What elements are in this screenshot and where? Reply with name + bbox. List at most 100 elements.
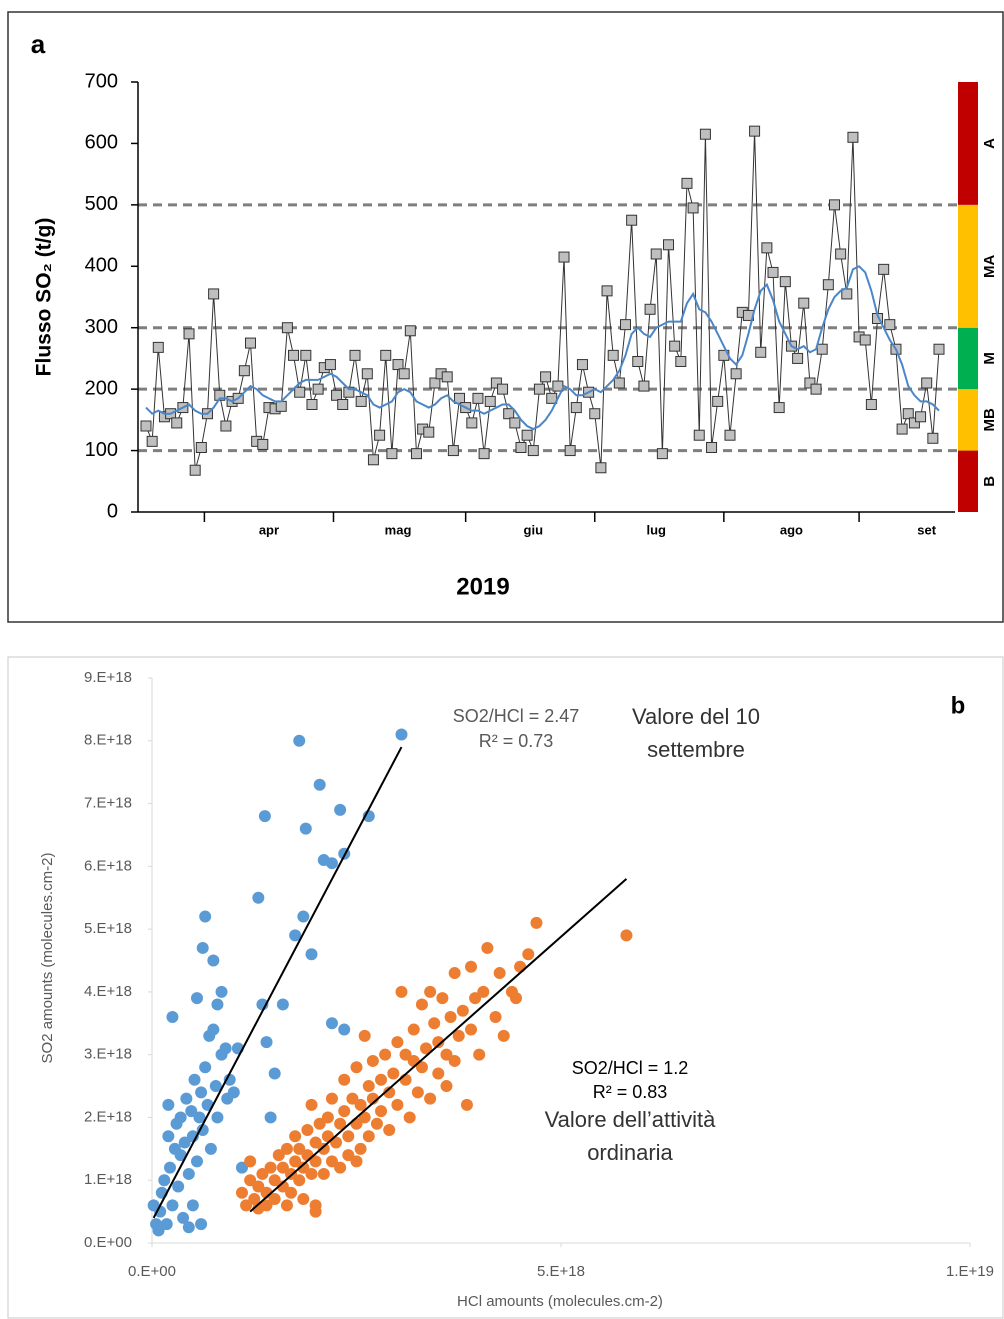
data-point	[521, 429, 533, 441]
y-tick-label: 600	[85, 132, 118, 154]
data-point	[207, 954, 220, 967]
x-tick-label: mag	[385, 522, 412, 537]
y-tick-label: 300	[85, 316, 118, 338]
data-point	[361, 368, 373, 380]
annotation: R² = 0.83	[593, 1082, 668, 1102]
trendline	[249, 878, 628, 1213]
data-point	[375, 1073, 388, 1086]
data-point	[730, 368, 742, 380]
data-point	[158, 1174, 171, 1187]
data-point	[321, 1111, 334, 1124]
data-point	[195, 1086, 208, 1099]
data-point	[626, 214, 638, 226]
data-point	[264, 1161, 277, 1174]
data-point	[395, 728, 408, 741]
data-point	[865, 399, 877, 410]
band-label: M	[981, 352, 998, 365]
data-point	[564, 445, 576, 457]
data-point	[387, 1067, 400, 1080]
data-point	[497, 1029, 510, 1042]
data-point	[152, 1224, 165, 1237]
data-point	[675, 356, 687, 367]
data-point	[338, 1105, 351, 1118]
data-point	[650, 248, 662, 260]
data-point	[447, 445, 459, 457]
data-point	[927, 432, 939, 444]
data-point	[632, 356, 644, 367]
data-point	[530, 916, 543, 929]
x-axis-title: HCl amounts (molecules.cm-2)	[457, 1293, 663, 1310]
data-point	[398, 368, 410, 380]
data-point	[189, 464, 201, 476]
data-point	[436, 992, 449, 1005]
data-point	[424, 1092, 437, 1105]
panel-label: b	[951, 692, 966, 719]
data-point	[465, 960, 478, 973]
data-point	[350, 1155, 363, 1168]
data-point	[280, 1142, 293, 1155]
data-point	[334, 803, 347, 816]
data-point	[209, 1080, 222, 1093]
data-point	[196, 1124, 209, 1136]
data-point	[177, 1211, 190, 1224]
data-point	[355, 395, 367, 407]
data-point	[334, 1161, 347, 1174]
data-point	[350, 1061, 363, 1074]
data-point	[245, 337, 257, 349]
data-point	[379, 1048, 392, 1061]
data-point	[301, 1124, 314, 1136]
data-point	[454, 392, 466, 404]
data-point	[325, 1092, 338, 1105]
data-point	[420, 1042, 433, 1055]
data-point	[558, 251, 570, 263]
data-point	[196, 941, 209, 954]
data-point	[293, 1142, 306, 1155]
y-tick-label: 0	[107, 500, 118, 522]
data-point	[540, 371, 552, 383]
data-point	[589, 408, 601, 420]
level-band	[958, 389, 978, 451]
data-point	[395, 985, 408, 998]
data-point	[399, 1048, 412, 1061]
data-point	[403, 1111, 416, 1124]
data-point	[706, 442, 718, 453]
data-point	[490, 377, 502, 389]
data-point	[223, 1073, 236, 1086]
data-point	[477, 985, 490, 998]
data-point	[305, 1167, 318, 1180]
y-tick-label: 200	[85, 377, 118, 399]
data-point	[607, 349, 619, 361]
data-point	[268, 1067, 281, 1080]
data-point	[933, 343, 945, 355]
data-point	[644, 303, 656, 315]
data-point	[509, 417, 521, 429]
x-tick-label: ago	[780, 522, 803, 537]
data-point	[343, 386, 355, 398]
data-point	[299, 822, 312, 835]
data-point	[260, 1036, 273, 1049]
data-point	[386, 448, 398, 460]
data-point	[481, 941, 494, 954]
x-tick-label: 0.E+00	[128, 1263, 176, 1280]
data-point	[235, 1186, 248, 1199]
data-point	[444, 1011, 457, 1023]
data-point	[140, 420, 152, 432]
data-point	[185, 1105, 198, 1118]
data-point	[755, 346, 767, 358]
data-point	[546, 392, 558, 404]
data-point	[362, 1130, 375, 1143]
data-point	[257, 438, 269, 450]
data-point	[289, 1130, 302, 1143]
data-point	[687, 202, 699, 214]
annotation: R² = 0.73	[479, 731, 554, 751]
data-point	[902, 408, 914, 420]
y-tick-label: 4.E+18	[84, 983, 132, 1000]
level-band	[958, 204, 978, 328]
data-point	[822, 279, 834, 291]
data-point	[152, 341, 164, 353]
data-point	[522, 948, 535, 961]
data-point	[779, 276, 791, 288]
data-point	[828, 199, 840, 211]
level-band	[958, 82, 978, 205]
